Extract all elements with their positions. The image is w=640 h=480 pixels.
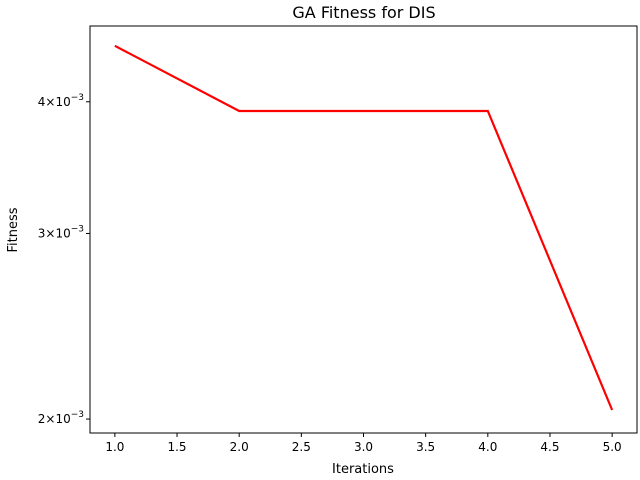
x-tick-label: 4.5 [540,440,559,454]
x-tick-label: 3.0 [354,440,373,454]
y-tick-label: 4×10−3 [38,93,84,109]
y-tick-exponent: −3 [71,93,84,103]
x-tick-label: 1.0 [105,440,124,454]
x-tick-label: 3.5 [416,440,435,454]
y-tick-base: 4×10 [38,95,71,109]
x-tick-label: 4.0 [478,440,497,454]
y-tick-exponent: −3 [71,410,84,420]
y-tick-label: 3×10−3 [38,224,84,240]
chart-title: GA Fitness for DIS [292,3,435,22]
y-tick-base: 2×10 [38,412,71,426]
x-tick-label: 2.5 [292,440,311,454]
x-tick-label: 1.5 [167,440,186,454]
y-axis-label: Fitness [6,207,21,252]
plot-frame [89,25,638,434]
x-tick-label: 2.0 [230,440,249,454]
y-tick-exponent: −3 [71,224,84,234]
x-tick-label: 5.0 [603,440,622,454]
y-tick-label: 2×10−3 [38,410,84,426]
y-tick-base: 3×10 [38,226,71,240]
x-axis-label: Iterations [332,462,394,477]
plot-area: 1.0 1.5 2.0 2.5 3.0 3.5 4.0 4.5 5.02×10−33×10−34… [38,44,622,454]
